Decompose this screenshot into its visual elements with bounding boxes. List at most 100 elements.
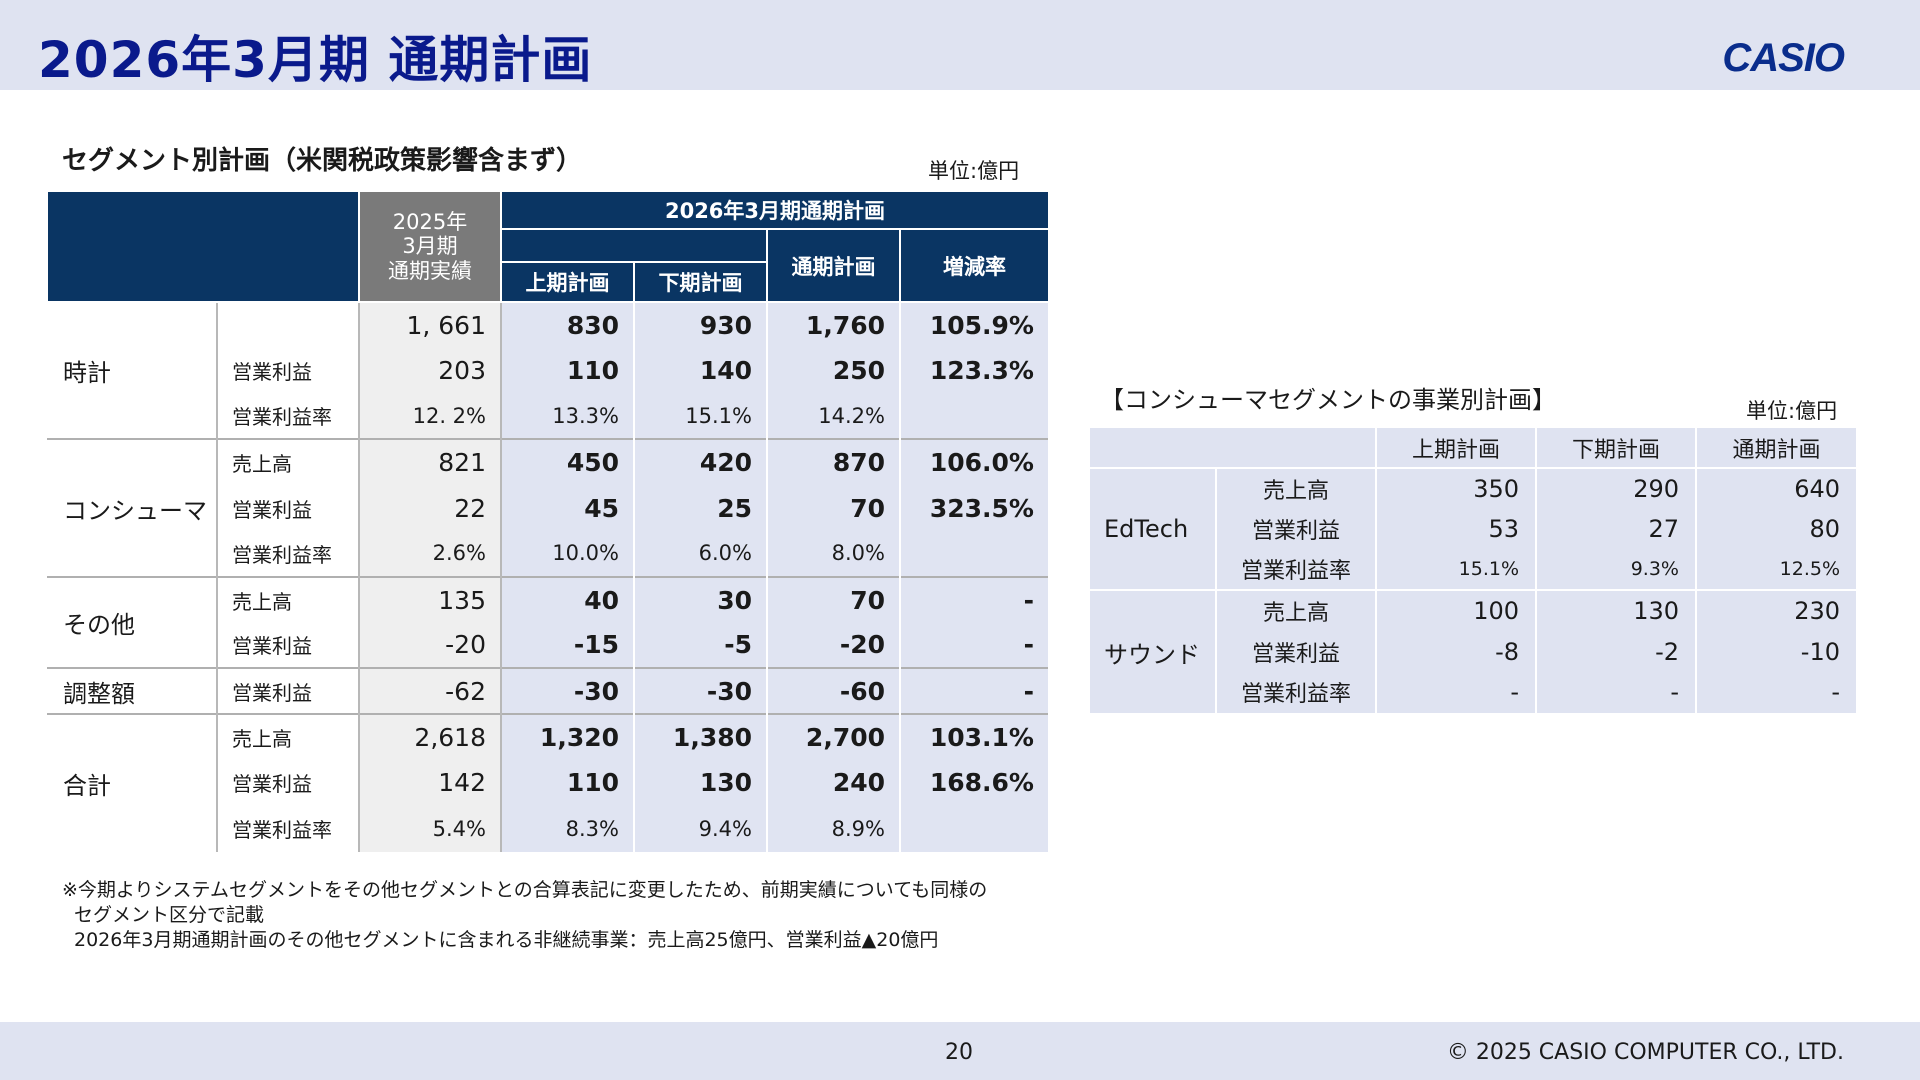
footnote-line: セグメント区分で記載 bbox=[74, 904, 265, 926]
copyright: © 2025 CASIO COMPUTER CO., LTD. bbox=[1446, 1040, 1844, 1065]
metric-label: 営業利益 bbox=[1216, 631, 1377, 672]
h2-value: 15.1% bbox=[634, 393, 768, 440]
header-blank bbox=[1090, 428, 1376, 468]
prev-value: 142 bbox=[359, 759, 502, 806]
consumer-business-table: 上期計画 下期計画 通期計画 EdTech 売上高 350 290 640 営業… bbox=[1090, 428, 1856, 713]
metric-label: 売上高 bbox=[217, 438, 360, 486]
growth-value: 323.5% bbox=[900, 485, 1050, 531]
table-row: コンシューマ 売上高 821 450 420 870 106.0% bbox=[47, 438, 1050, 577]
growth-value: 105.9% bbox=[900, 302, 1050, 348]
h1-value: 53 bbox=[1375, 508, 1536, 550]
metric-label: 営業利益率 bbox=[217, 530, 360, 577]
h1-value: - bbox=[1375, 671, 1536, 713]
table-row: 営業利益率 2.6% 10.0% 6.0% 8.0% bbox=[47, 530, 1050, 577]
table-row: 営業利益率 5.4% 8.3% 9.4% 8.9% bbox=[47, 805, 1050, 852]
h1-value: 830 bbox=[501, 302, 635, 348]
growth-value bbox=[900, 530, 1050, 577]
h1-value: -8 bbox=[1375, 631, 1536, 672]
h1-value: -15 bbox=[501, 622, 635, 669]
full-value: 70 bbox=[767, 485, 901, 531]
h2-value: 420 bbox=[634, 438, 768, 486]
prev-value: 2,618 bbox=[359, 713, 502, 760]
page-title: 2026年3月期 通期計画 bbox=[38, 31, 593, 89]
growth-value bbox=[900, 805, 1050, 852]
group-label: 合計 bbox=[47, 713, 218, 852]
header-half-spacer bbox=[500, 228, 768, 263]
prev-value: 12. 2% bbox=[359, 393, 502, 440]
full-value: 14.2% bbox=[767, 393, 901, 440]
metric-label: 営業利益 bbox=[217, 347, 360, 394]
full-value: 240 bbox=[767, 759, 901, 806]
header-plan-group: 2026年3月期通期計画 bbox=[500, 190, 1050, 230]
table-row: 営業利益 53 27 80 bbox=[1090, 508, 1856, 550]
growth-value: 103.1% bbox=[900, 713, 1050, 760]
group-label: その他 bbox=[47, 575, 218, 669]
full-value: 8.9% bbox=[767, 805, 901, 852]
footnote-line: ※今期よりシステムセグメントをその他セグメントとの合算表記に変更したため、前期実… bbox=[62, 879, 988, 901]
full-value: 12.5% bbox=[1695, 549, 1856, 591]
h1-value: 8.3% bbox=[501, 805, 635, 852]
table-row: 営業利益率 15.1% 9.3% 12.5% bbox=[1090, 549, 1856, 591]
group-label: サウンド bbox=[1090, 589, 1217, 713]
metric-label: 売上高 bbox=[217, 575, 360, 623]
growth-value: - bbox=[900, 622, 1050, 669]
header-band bbox=[0, 0, 1920, 90]
full-value: 2,700 bbox=[767, 713, 901, 760]
h1-value: 10.0% bbox=[501, 530, 635, 577]
h2-value: -2 bbox=[1535, 631, 1696, 672]
table-row: EdTech 売上高 350 290 640 bbox=[1090, 466, 1856, 591]
full-value: - bbox=[1695, 671, 1856, 713]
prev-value: 22 bbox=[359, 485, 502, 531]
table-row: 合計 売上高 2,618 1,320 1,380 2,700 103.1% bbox=[47, 713, 1050, 852]
h2-value: 6.0% bbox=[634, 530, 768, 577]
prev-value: -62 bbox=[359, 667, 502, 715]
h1-value: 45 bbox=[501, 485, 635, 531]
full-value: -20 bbox=[767, 622, 901, 669]
h1-value: 100 bbox=[1375, 589, 1536, 632]
table-row: 時計 1, 661 830 930 1,760 105.9% bbox=[47, 302, 1050, 440]
metric-label: 営業利益率 bbox=[217, 805, 360, 852]
full-value: 70 bbox=[767, 575, 901, 623]
h1-value: 15.1% bbox=[1375, 549, 1536, 591]
h2-value: 9.3% bbox=[1535, 549, 1696, 591]
h1-value: 350 bbox=[1375, 467, 1536, 509]
growth-value: - bbox=[900, 575, 1050, 623]
table-row: 営業利益 -20 -15 -5 -20 - bbox=[47, 622, 1050, 669]
segment-plan-table: 2025年 3月期 通期実績 2026年3月期通期計画 通期計画 増減率 上期計… bbox=[46, 190, 1050, 852]
h1-value: 40 bbox=[501, 575, 635, 623]
table-header-row: 上期計画 下期計画 通期計画 bbox=[1090, 428, 1856, 468]
metric-label: 営業利益率 bbox=[1216, 549, 1377, 591]
consumer-unit-label: 単位:億円 bbox=[1746, 399, 1838, 423]
consumer-section-title: 【コンシューマセグメントの事業別計画】 bbox=[1100, 386, 1556, 414]
growth-value bbox=[900, 393, 1050, 440]
h1-value: 13.3% bbox=[501, 393, 635, 440]
header-prev-actual: 2025年 3月期 通期実績 bbox=[358, 190, 502, 303]
full-value: 250 bbox=[767, 347, 901, 394]
table-row: 営業利益率 - - - bbox=[1090, 671, 1856, 713]
full-value: 230 bbox=[1695, 589, 1856, 632]
metric-label: 売上高 bbox=[217, 713, 360, 760]
header-full-plan: 通期計画 bbox=[1695, 428, 1856, 468]
metric-label: 営業利益 bbox=[1216, 508, 1377, 550]
metric-label: 営業利益 bbox=[217, 667, 360, 715]
full-value: -10 bbox=[1695, 631, 1856, 672]
h1-value: 110 bbox=[501, 759, 635, 806]
table-row: 調整額 営業利益 -62 -30 -30 -60 - bbox=[47, 667, 1050, 715]
footnotes: ※今期よりシステムセグメントをその他セグメントとの合算表記に変更したため、前期実… bbox=[62, 878, 987, 953]
header-h2-plan: 下期計画 bbox=[633, 261, 768, 303]
segment-unit-label: 単位:億円 bbox=[928, 159, 1020, 183]
header-h2-plan: 下期計画 bbox=[1535, 428, 1696, 468]
metric-label: 営業利益率 bbox=[217, 393, 360, 440]
h2-value: 30 bbox=[634, 575, 768, 623]
metric-label: 営業利益率 bbox=[1216, 671, 1377, 713]
prev-value: 821 bbox=[359, 438, 502, 486]
h2-value: - bbox=[1535, 671, 1696, 713]
metric-label: 売上高 bbox=[1216, 467, 1377, 509]
h2-value: 930 bbox=[634, 302, 768, 348]
casio-logo: CASIO bbox=[1722, 36, 1845, 80]
h2-value: 1,380 bbox=[634, 713, 768, 760]
segment-section-title: セグメント別計画（米関税政策影響含まず） bbox=[62, 146, 583, 176]
growth-value: 106.0% bbox=[900, 438, 1050, 486]
header-h1-plan: 上期計画 bbox=[1375, 428, 1536, 468]
metric-label: 営業利益 bbox=[217, 485, 360, 531]
